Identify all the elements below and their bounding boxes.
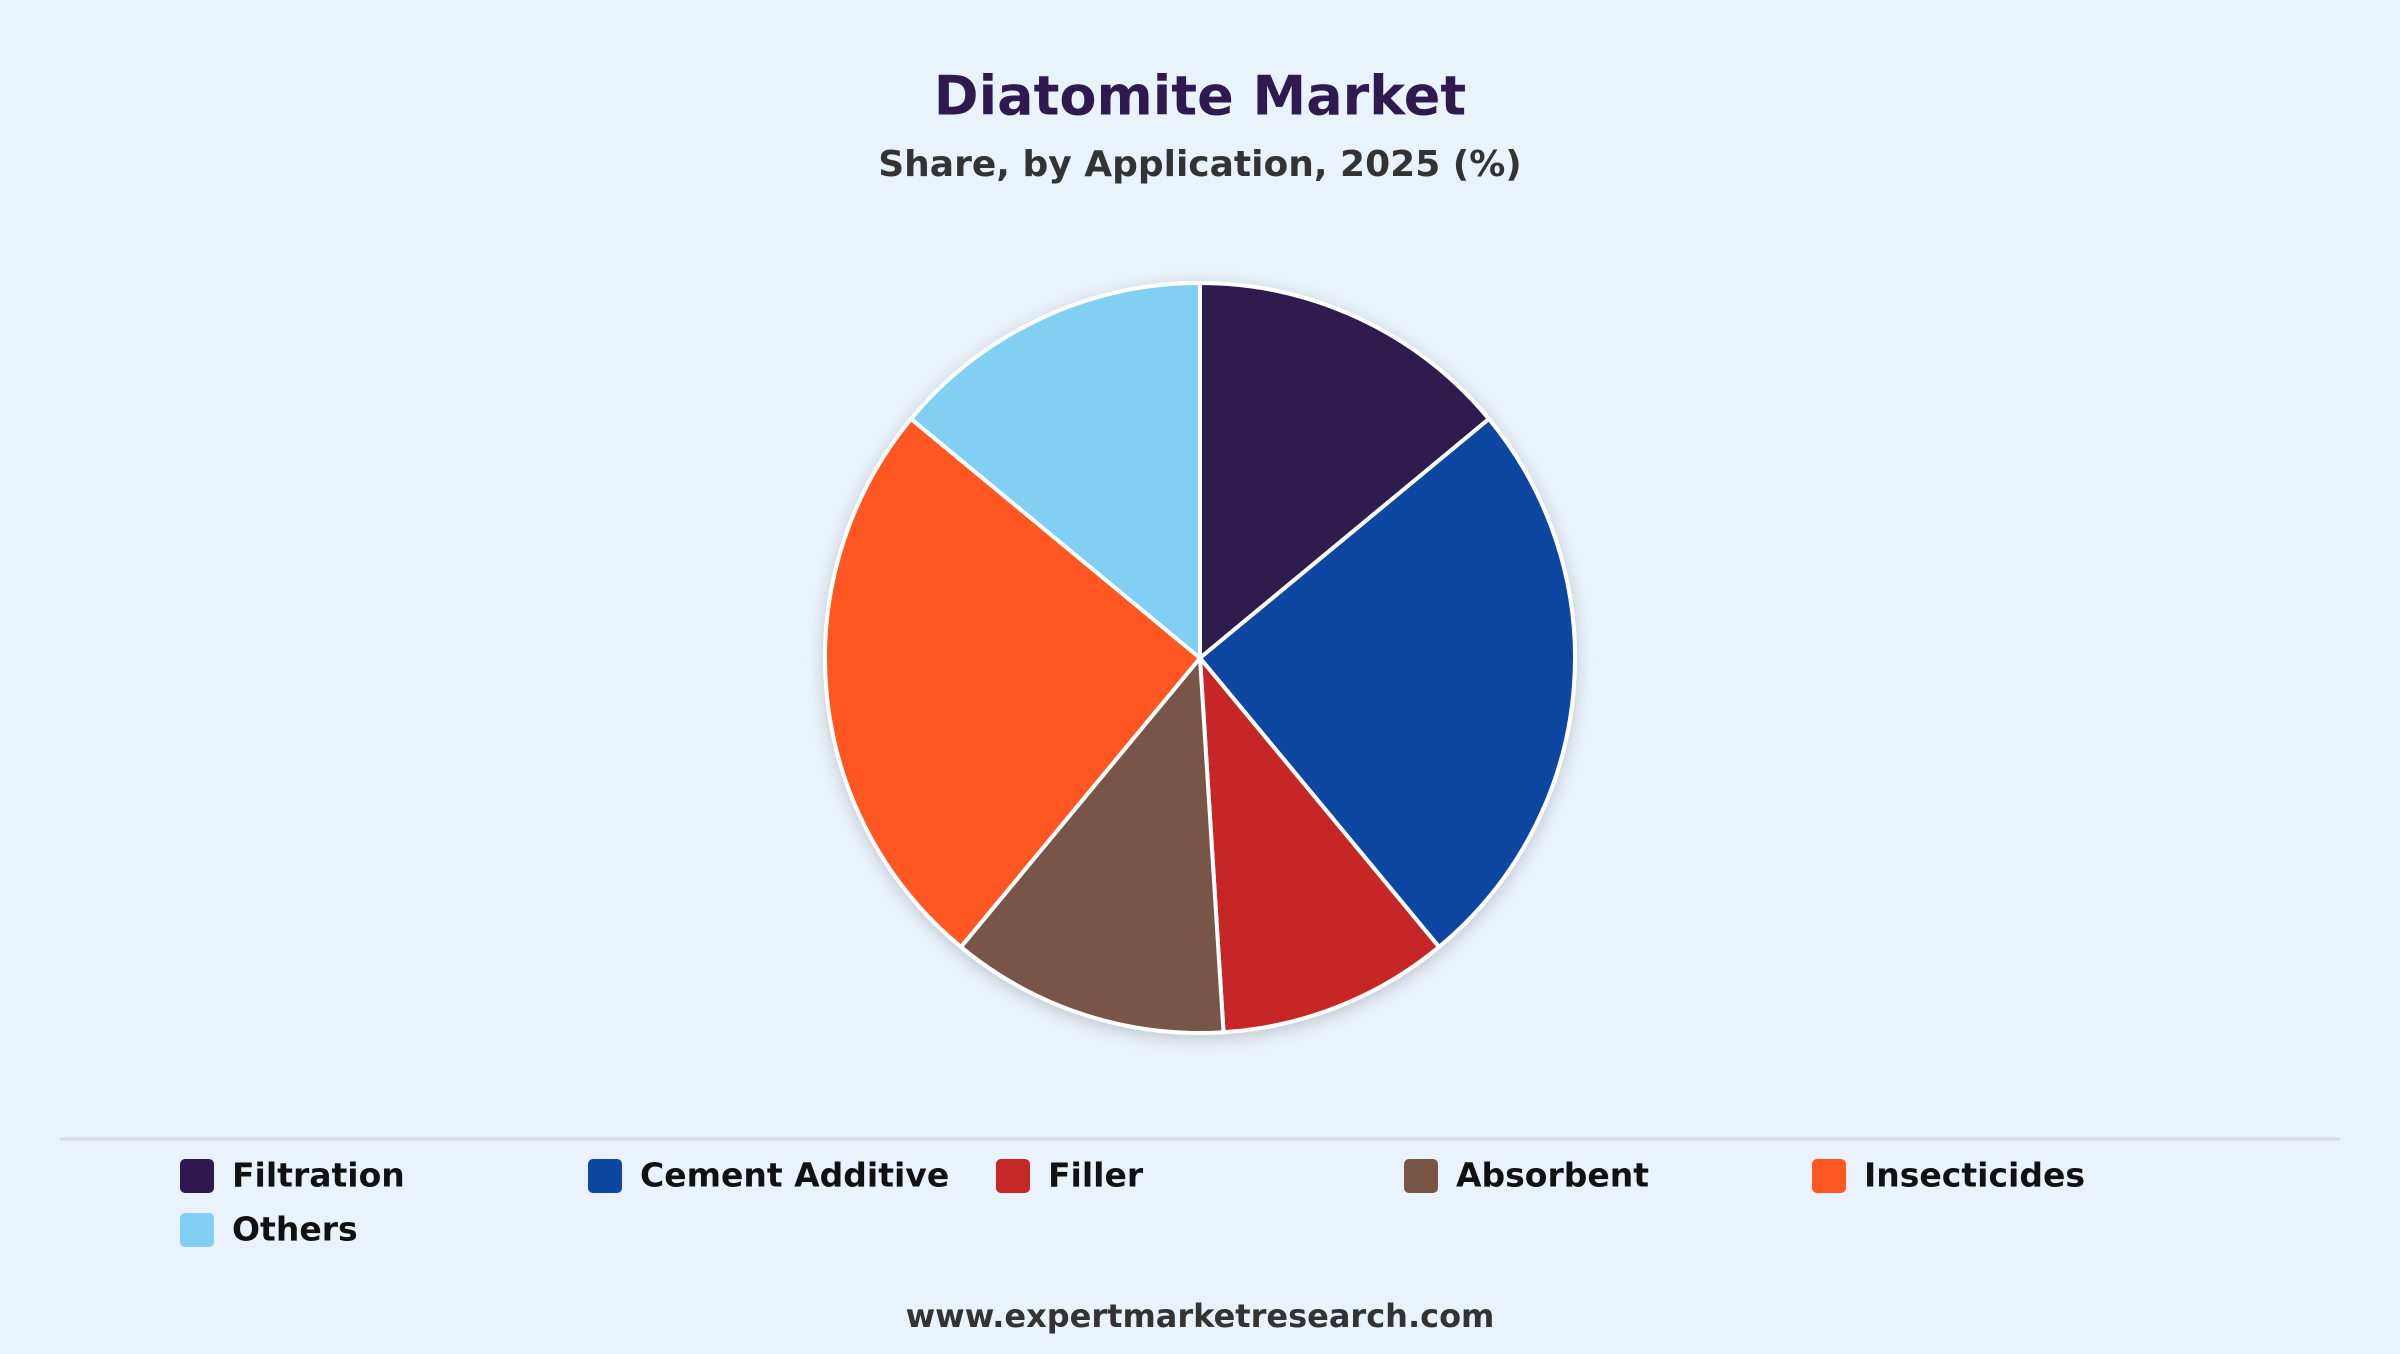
legend-label: Cement Additive (640, 1156, 949, 1195)
legend-label: Filtration (232, 1156, 405, 1195)
legend-swatch (1404, 1159, 1438, 1193)
pie-slice (1197, 416, 1577, 950)
legend-swatch (1812, 1159, 1846, 1193)
legend-label: Absorbent (1456, 1156, 1649, 1195)
pie (823, 280, 1577, 1035)
legend: Filtration Cement Additive Filler Absorbent… (180, 1156, 2085, 1249)
legend-swatch (180, 1159, 214, 1193)
chart-subtitle: Share, by Application, 2025 (%) (878, 144, 1522, 185)
pie-slice (1197, 651, 1442, 1035)
pie-slice (908, 280, 1202, 663)
legend-swatch (588, 1159, 622, 1193)
pie-slice (958, 652, 1226, 1035)
legend-swatch (996, 1159, 1030, 1193)
legend-label: Filler (1048, 1156, 1144, 1195)
chart-title: Diatomite Market (934, 65, 1466, 128)
footer: www.expertmarketresearch.com (906, 1297, 1495, 1335)
legend-swatch (180, 1213, 214, 1247)
legend-label: Insecticides (1864, 1156, 2085, 1195)
pie-slice (1198, 280, 1492, 663)
legend-label: Others (232, 1210, 358, 1249)
pie-slice (823, 416, 1203, 950)
